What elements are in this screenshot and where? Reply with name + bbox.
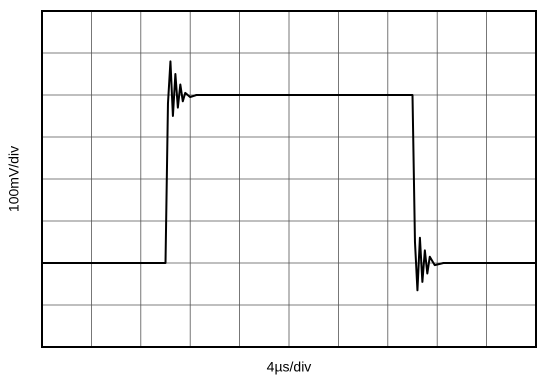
y-axis-label: 100mV/div bbox=[6, 146, 22, 212]
x-axis-label: 4µs/div bbox=[267, 359, 312, 375]
waveform bbox=[42, 60, 536, 292]
plot-frame bbox=[41, 10, 537, 348]
